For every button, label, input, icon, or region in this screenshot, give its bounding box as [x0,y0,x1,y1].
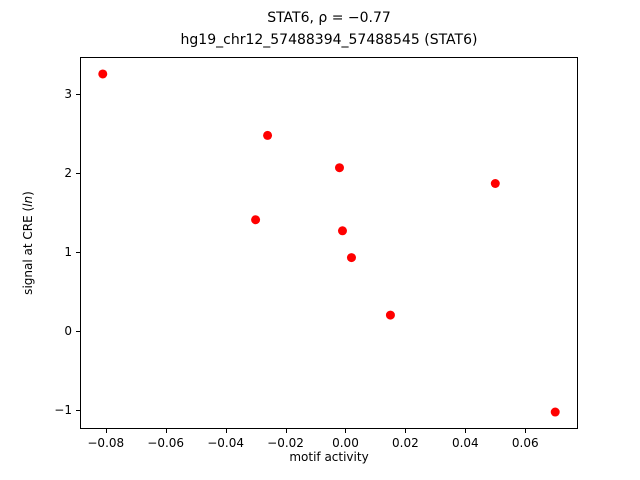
x-tick-label: −0.04 [207,436,244,450]
x-tick-mark [165,429,167,433]
plot-area [80,57,578,429]
x-tick-mark [345,429,347,433]
x-tick-label: −0.06 [147,436,185,450]
x-tick-label: −0.02 [267,436,304,450]
chart-title: STAT6, ρ = −0.77 [267,10,391,26]
x-tick-mark [465,429,467,433]
y-tick-mark [76,252,80,254]
y-tick-label: −1 [54,402,72,417]
x-tick-label: 0.06 [511,436,539,450]
x-tick-mark [525,429,527,433]
y-tick-label: 1 [64,245,72,260]
y-tick-mark [76,409,80,411]
y-tick-label: 3 [64,87,72,102]
x-tick-mark [405,429,407,433]
y-tick-mark [76,330,80,332]
x-axis-label: motif activity [289,450,369,464]
x-tick-label: −0.08 [87,436,125,450]
x-tick-mark [285,429,287,433]
y-tick-mark [76,94,80,96]
chart-subtitle: hg19_chr12_57488394_57488545 (STAT6) [180,32,478,48]
x-tick-mark [105,429,107,433]
y-axis-label: signal at CRE (ln) [21,191,35,295]
y-tick-label: 2 [64,166,72,181]
y-tick-mark [76,173,80,175]
y-tick-label: 0 [64,323,72,338]
x-tick-label: 0.00 [332,436,359,450]
x-tick-label: 0.04 [451,436,479,450]
x-tick-label: 0.02 [392,436,419,450]
x-tick-mark [225,429,227,433]
